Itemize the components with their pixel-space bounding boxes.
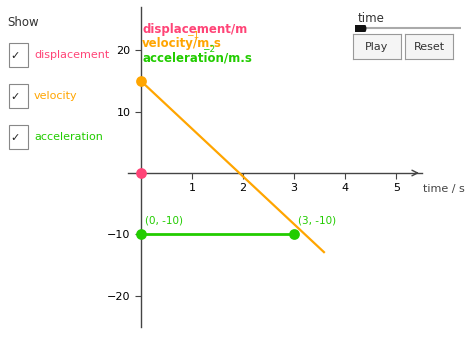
Text: Play: Play xyxy=(365,42,389,52)
Text: (0, -10): (0, -10) xyxy=(145,215,183,225)
Text: acceleration: acceleration xyxy=(34,132,103,142)
Text: −1: −1 xyxy=(186,31,200,40)
Point xyxy=(137,231,145,237)
Text: −2: −2 xyxy=(202,45,216,54)
Text: displacement: displacement xyxy=(34,50,109,60)
Text: ✓: ✓ xyxy=(10,51,20,61)
Text: acceleration/m.s: acceleration/m.s xyxy=(142,51,252,65)
Point xyxy=(137,78,145,84)
Text: ✓: ✓ xyxy=(10,92,20,102)
Text: time / s: time / s xyxy=(423,184,465,194)
Text: velocity: velocity xyxy=(34,91,78,101)
Text: velocity/m.s: velocity/m.s xyxy=(142,37,222,50)
Text: Show: Show xyxy=(7,16,39,29)
Text: (3, -10): (3, -10) xyxy=(298,215,336,225)
Text: time: time xyxy=(358,12,385,26)
Point xyxy=(137,170,145,176)
Text: ✓: ✓ xyxy=(10,133,20,143)
Text: Reset: Reset xyxy=(413,42,445,52)
Point xyxy=(290,231,298,237)
Text: displacement/m: displacement/m xyxy=(142,23,247,36)
